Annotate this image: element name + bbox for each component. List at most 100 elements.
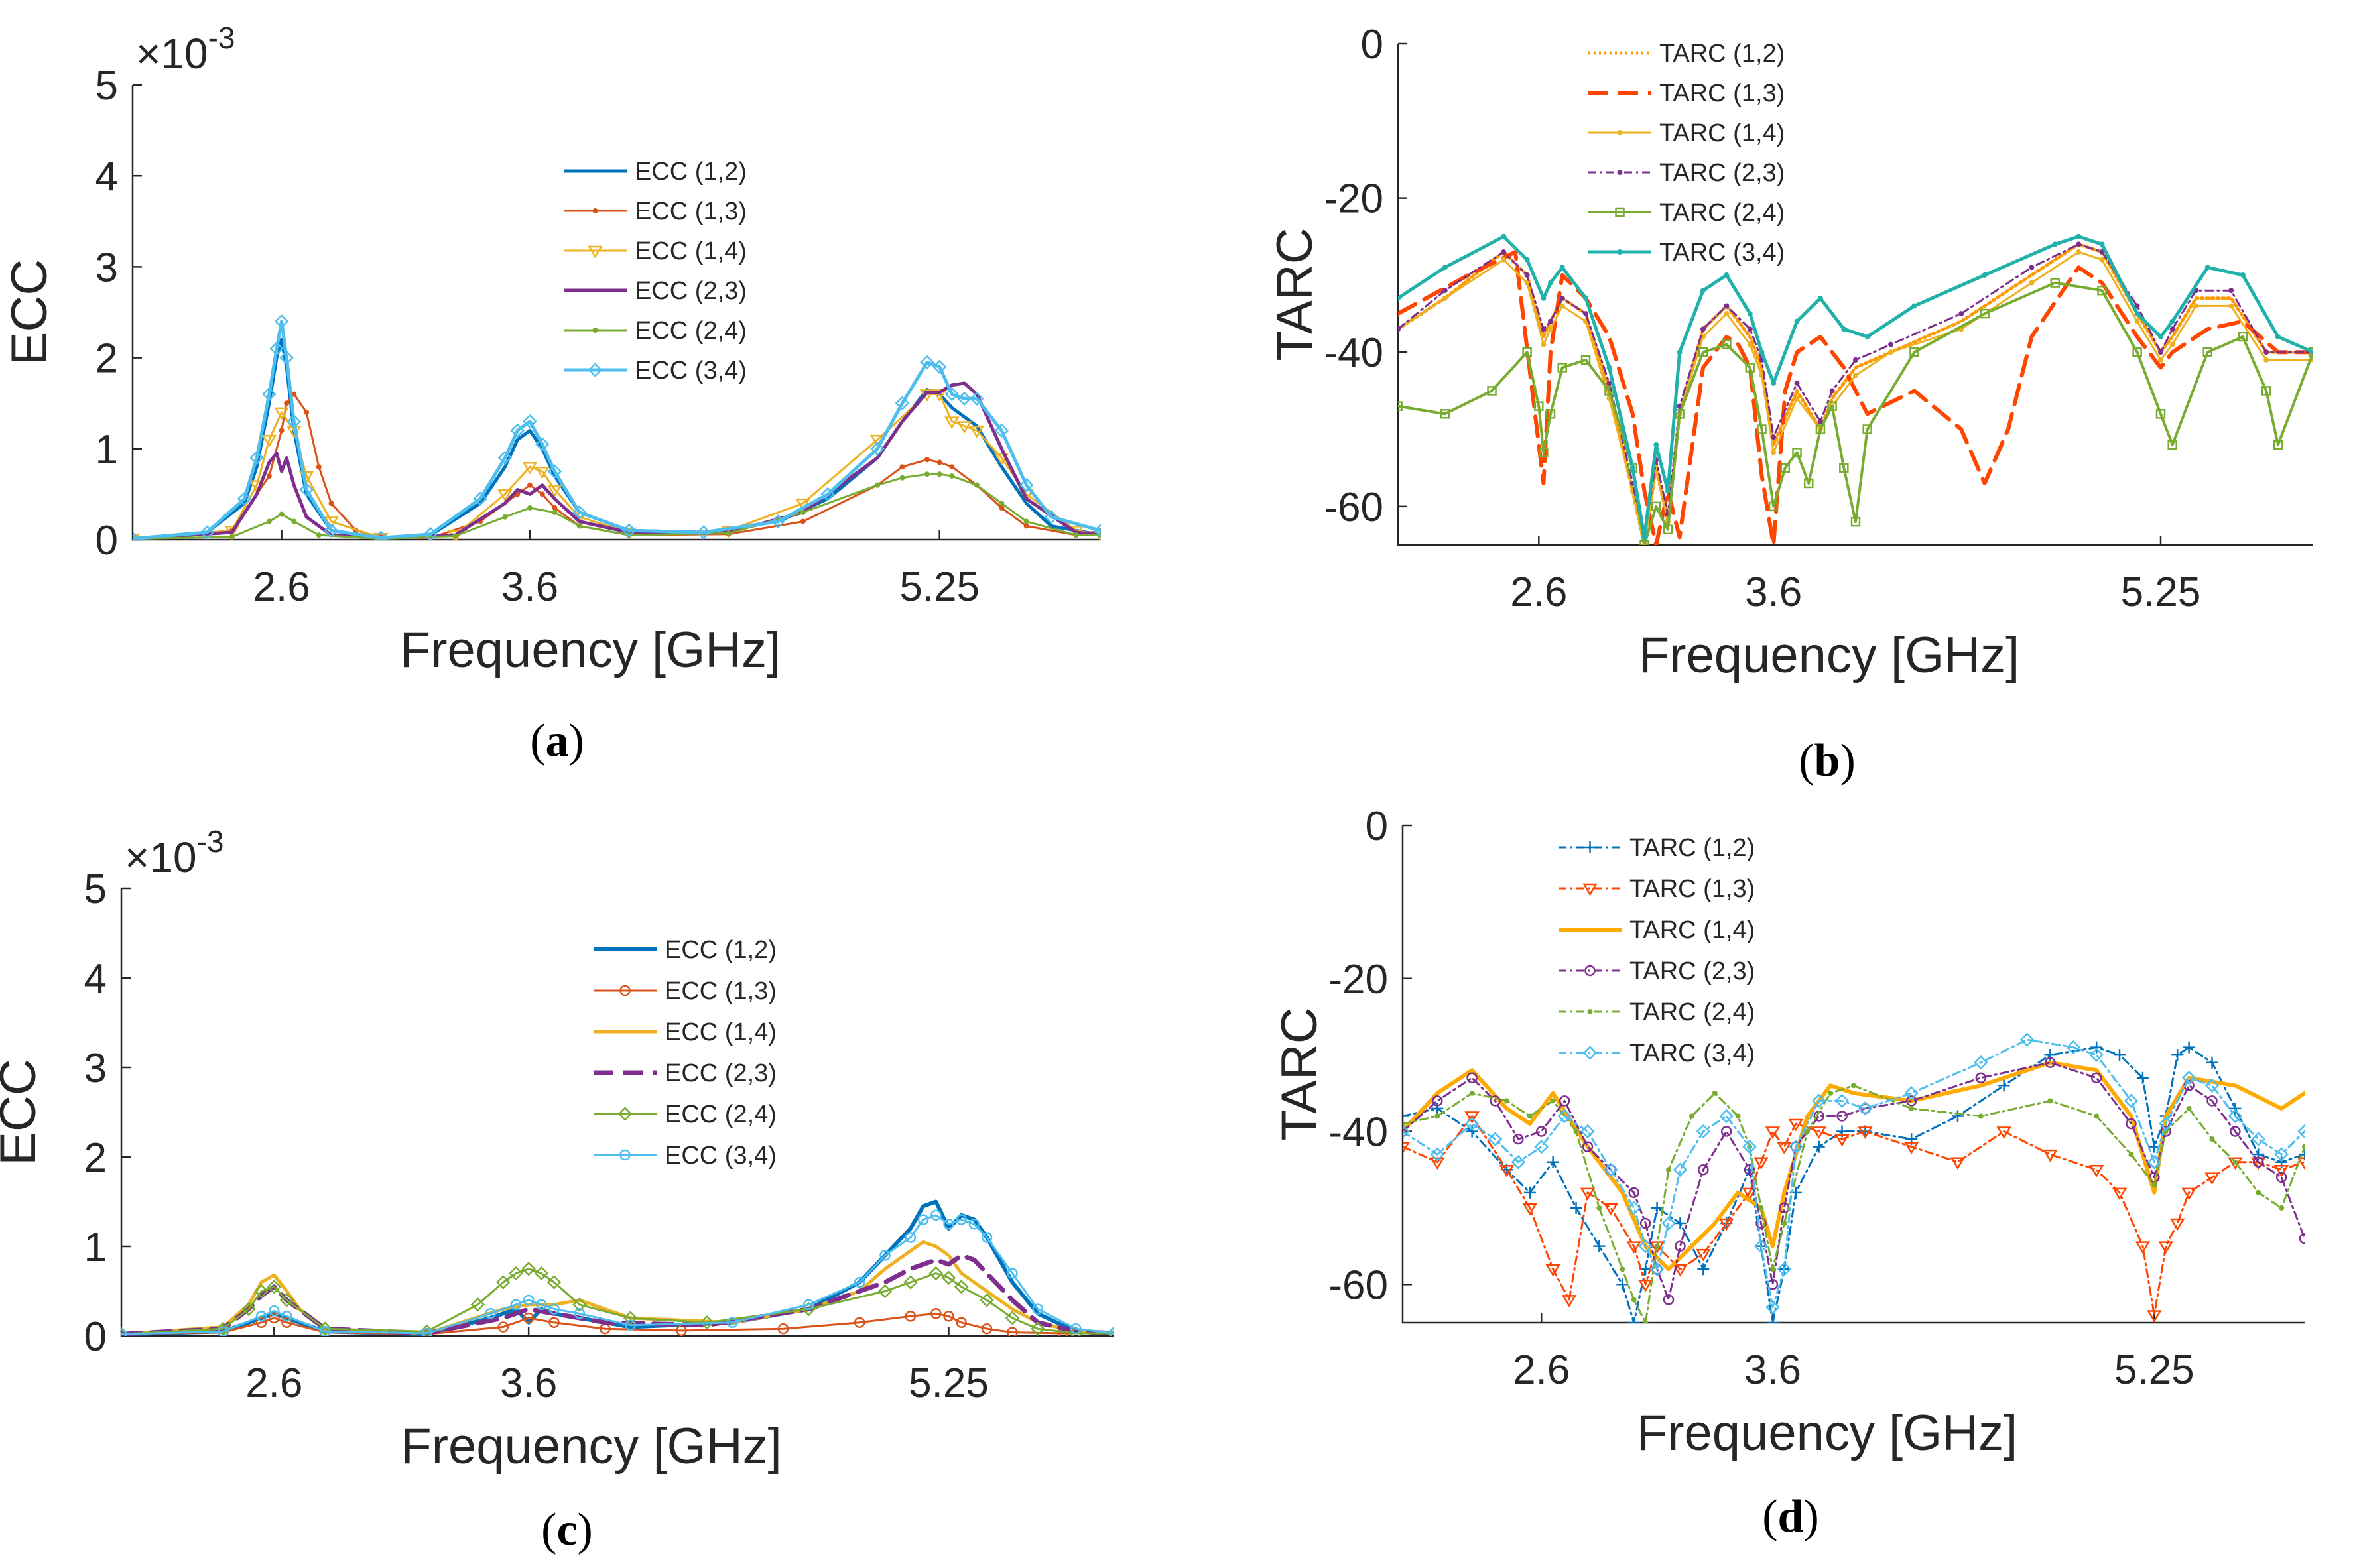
- series-marker: [2136, 1071, 2149, 1084]
- series-marker: [1488, 1132, 1503, 1146]
- series-marker: [1403, 1142, 1411, 1155]
- series-marker: [1649, 1262, 1665, 1276]
- series-marker: [1765, 1300, 1780, 1315]
- series-marker: [523, 414, 537, 429]
- series-marker: [1700, 288, 1706, 294]
- series-marker: [1442, 265, 1448, 271]
- series-marker: [1432, 1095, 1443, 1107]
- series-marker: [523, 1312, 535, 1324]
- series-marker: [820, 487, 835, 502]
- series-marker: [2311, 349, 2313, 355]
- series-marker: [1771, 380, 1777, 386]
- series-marker: [497, 1321, 509, 1333]
- y-tick-label: 4: [84, 956, 107, 1002]
- x-tick-label: 2.6: [253, 564, 310, 610]
- series-marker: [299, 482, 314, 497]
- series-marker: [1651, 501, 1661, 512]
- series-marker: [2204, 265, 2210, 271]
- series-marker: [2128, 1152, 2134, 1158]
- series-marker: [899, 475, 905, 481]
- series-marker: [1742, 1187, 1757, 1201]
- series-marker: [980, 1293, 994, 1307]
- series-marker: [2029, 280, 2035, 286]
- series-marker: [2261, 386, 2271, 396]
- series-marker: [279, 1293, 294, 1307]
- series-marker: [854, 1276, 865, 1288]
- series-marker: [1548, 326, 1553, 332]
- x-axis-label: Frequency [GHz]: [401, 1418, 781, 1475]
- series-line: [121, 1214, 1114, 1335]
- series-marker: [2090, 1072, 2102, 1084]
- series-marker: [527, 505, 533, 511]
- series-marker: [534, 1266, 549, 1281]
- legend-entry: ECC (3,4): [635, 357, 747, 385]
- series-marker: [286, 414, 302, 429]
- series-marker: [1789, 1139, 1803, 1154]
- series-marker: [1811, 1126, 1826, 1139]
- legend-marker: [1584, 841, 1596, 853]
- series-marker: [1031, 1321, 1045, 1336]
- series-marker: [999, 505, 1005, 511]
- series-marker: [200, 525, 215, 540]
- x-tick-label: 3.6: [1744, 1347, 1801, 1393]
- series-marker: [304, 409, 310, 415]
- series-marker: [2147, 1310, 2162, 1323]
- series-marker: [279, 428, 285, 434]
- series-marker: [2274, 1147, 2289, 1162]
- series-marker: [1044, 509, 1058, 524]
- series-marker: [994, 423, 1009, 438]
- series-marker: [1851, 1083, 1856, 1089]
- series-marker: [1596, 1205, 1602, 1211]
- series-marker: [2050, 278, 2061, 288]
- series-marker: [497, 489, 513, 502]
- series-marker: [2229, 1102, 2242, 1115]
- series-marker: [318, 1321, 332, 1336]
- series-marker: [1606, 380, 1612, 386]
- series-marker: [2302, 1144, 2305, 1150]
- legend-marker: [588, 245, 603, 259]
- series-marker: [1629, 465, 1635, 471]
- legend-entry: ECC (1,4): [665, 1018, 777, 1046]
- panel-d: 0 -20 -40 -60 2.6 3.6 5.25 Frequency [GHz] TARC T…: [1271, 804, 2305, 1542]
- series-marker: [2169, 341, 2175, 347]
- x-tick-label: 3.6: [501, 564, 558, 610]
- y-axis-label: ECC: [1, 259, 58, 365]
- series-marker: [279, 511, 285, 517]
- series-marker: [281, 1311, 292, 1322]
- series-marker: [1724, 303, 1730, 309]
- series-marker: [1853, 373, 1858, 379]
- series-marker: [932, 389, 947, 402]
- series-marker: [1398, 326, 1401, 332]
- series-marker: [2155, 409, 2166, 419]
- series-line: [133, 381, 1101, 540]
- series-marker: [1724, 311, 1730, 317]
- series-marker: [905, 1232, 917, 1243]
- series-marker: [1828, 1090, 1834, 1096]
- series-marker: [957, 391, 972, 406]
- series-marker: [2297, 1124, 2305, 1139]
- y-tick-label: -60: [1328, 1262, 1388, 1308]
- series-marker: [968, 1219, 980, 1230]
- series-marker: [1765, 1126, 1781, 1139]
- series-marker: [1032, 1303, 1044, 1315]
- series-marker: [266, 473, 272, 479]
- legend-marker: [1617, 170, 1623, 175]
- series-marker: [1829, 388, 1835, 394]
- series-marker: [2099, 241, 2105, 247]
- series-marker: [1534, 1139, 1549, 1154]
- series-marker: [1888, 341, 1894, 347]
- series-marker: [423, 527, 438, 540]
- y-tick-label: 4: [95, 154, 118, 200]
- series-marker: [2171, 1049, 2184, 1061]
- legend-marker: [588, 363, 603, 377]
- series-marker: [981, 1232, 993, 1243]
- panel-c: 0 1 2 3 4 5 2.6 3.6 5.25 Frequency [GHz] ECC ×10-3 E…: [0, 824, 1114, 1555]
- series-marker: [2232, 1159, 2238, 1165]
- series-marker: [2158, 357, 2163, 363]
- series-marker: [1909, 347, 1919, 357]
- series-marker: [510, 423, 525, 438]
- series-marker: [548, 1303, 560, 1315]
- series-marker: [1673, 1264, 1688, 1277]
- series-marker: [943, 1219, 954, 1230]
- series-marker: [2202, 347, 2213, 357]
